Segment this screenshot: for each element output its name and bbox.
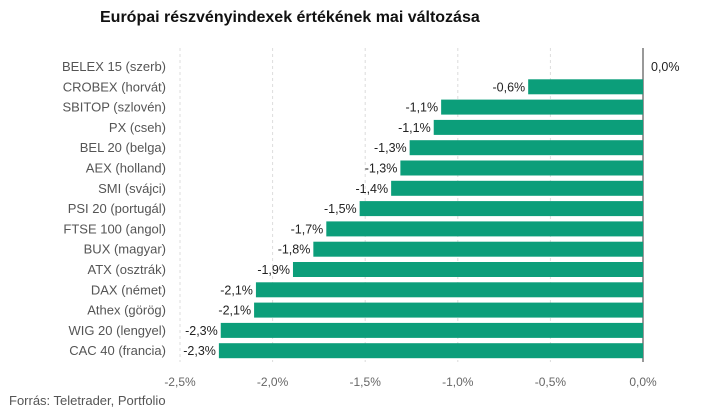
value-label: -1,5% <box>324 202 357 216</box>
category-label: SBITOP (szlovén) <box>62 100 166 115</box>
value-label: -1,8% <box>278 243 311 257</box>
category-label: PX (cseh) <box>109 120 166 135</box>
value-label: -1,9% <box>257 263 290 277</box>
bar <box>326 221 643 237</box>
x-tick-label: -2,5% <box>164 375 196 389</box>
bar <box>391 180 643 196</box>
bar <box>313 241 643 257</box>
x-tick-label: -1,0% <box>442 375 474 389</box>
bar <box>409 140 643 156</box>
value-label: -1,3% <box>365 162 398 176</box>
bar <box>433 119 643 135</box>
category-label: CAC 40 (francia) <box>69 343 166 358</box>
bar <box>254 302 643 318</box>
category-label: BELEX 15 (szerb) <box>62 59 166 74</box>
value-label: -2,3% <box>183 344 216 358</box>
value-label: 0,0% <box>651 60 680 74</box>
source-note: Forrás: Teletrader, Portfolio <box>9 393 166 408</box>
bar <box>218 343 643 359</box>
category-labels: BELEX 15 (szerb) CROBEX (horvát) SBITOP (s… <box>62 59 166 358</box>
x-tick-label: -0,5% <box>535 375 567 389</box>
value-label: -0,6% <box>493 80 526 94</box>
value-labels: 0,0%-0,6%-1,1%-1,1%-1,3%-1,3%-1,4%-1,5%-… <box>183 60 679 358</box>
bar <box>359 201 643 217</box>
value-label: -1,4% <box>355 182 388 196</box>
category-label: ATX (osztrák) <box>88 262 167 277</box>
bar <box>255 282 643 298</box>
bar <box>400 160 643 176</box>
category-label: PSI 20 (portugál) <box>68 201 166 216</box>
x-axis-ticks: -2,5% -2,0% -1,5% -1,0% -0,5% 0,0% <box>164 375 657 389</box>
x-tick-label: 0,0% <box>629 375 657 389</box>
category-label: AEX (holland) <box>86 161 166 176</box>
x-tick-label: -2,0% <box>257 375 289 389</box>
value-label: -2,1% <box>220 283 253 297</box>
value-label: -2,1% <box>218 304 251 318</box>
value-label: -1,3% <box>374 141 407 155</box>
category-label: DAX (német) <box>91 282 166 297</box>
category-label: BEL 20 (belga) <box>80 140 166 155</box>
bar <box>292 262 643 277</box>
chart-title: Európai részvényindexek értékének mai vá… <box>100 9 480 26</box>
x-tick-label: -1,5% <box>350 375 382 389</box>
value-label: -2,3% <box>185 324 218 338</box>
value-label: -1,7% <box>291 222 324 236</box>
bar <box>220 322 643 338</box>
bar <box>528 79 643 95</box>
category-label: BUX (magyar) <box>84 242 166 257</box>
category-label: CROBEX (horvát) <box>63 79 166 94</box>
category-label: WIG 20 (lengyel) <box>68 323 166 338</box>
bars <box>218 79 643 359</box>
category-label: Athex (görög) <box>87 303 166 318</box>
bar <box>441 99 643 115</box>
category-label: FTSE 100 (angol) <box>63 221 166 236</box>
value-label: -1,1% <box>405 101 438 115</box>
category-label: SMI (svájci) <box>98 181 166 196</box>
value-label: -1,1% <box>398 121 431 135</box>
